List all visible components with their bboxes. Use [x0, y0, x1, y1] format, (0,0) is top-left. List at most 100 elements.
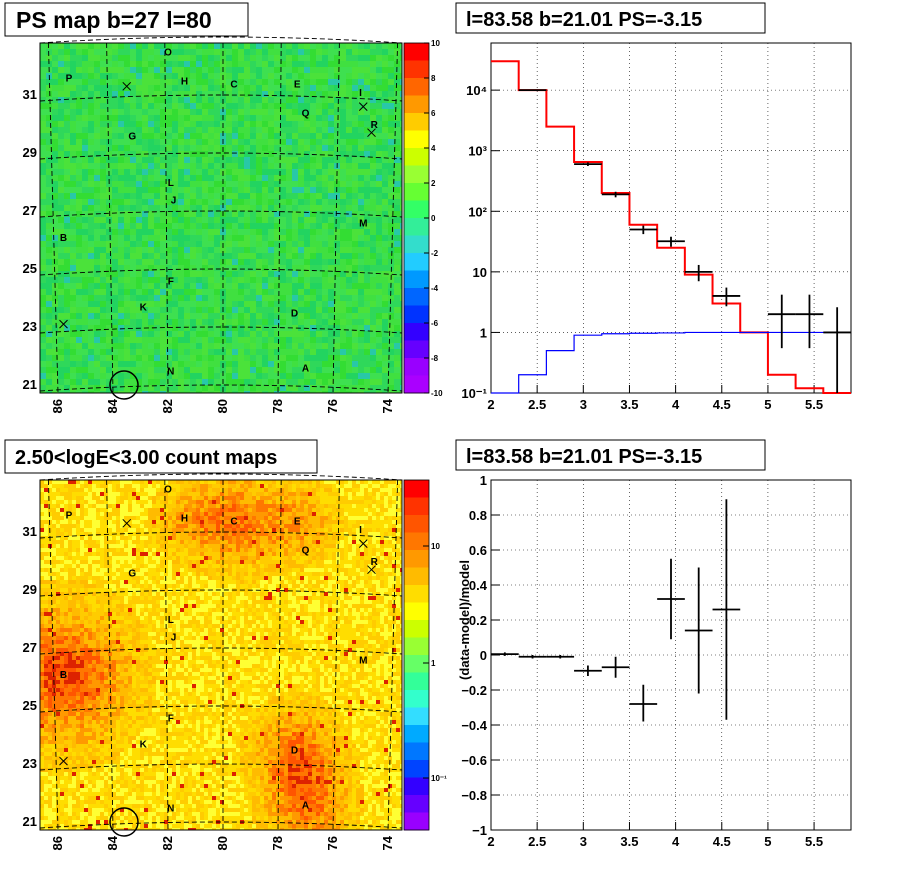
map-pixel	[244, 79, 250, 85]
colorbar-tick-label: 4	[431, 144, 436, 153]
map-pixel	[274, 373, 280, 379]
map-pixel	[178, 349, 184, 355]
map-pixel	[112, 67, 118, 73]
map-pixel	[322, 379, 328, 385]
map-pixel	[118, 91, 124, 97]
map-pixel	[358, 91, 364, 97]
map-pixel	[382, 79, 388, 85]
map-pixel	[94, 307, 100, 313]
map-pixel	[232, 91, 238, 97]
map-pixel	[400, 361, 402, 367]
map-pixel	[250, 169, 256, 175]
map-pixel	[214, 325, 220, 331]
map-pixel	[344, 504, 348, 508]
map-pixel	[272, 492, 276, 496]
map-pixel	[310, 133, 316, 139]
map-pixel	[82, 331, 88, 337]
map-pixel	[160, 484, 164, 488]
map-pixel	[130, 103, 136, 109]
map-pixel	[76, 193, 82, 199]
map-pixel	[322, 67, 328, 73]
graticule-meridian	[47, 42, 59, 394]
map-pixel	[100, 355, 106, 361]
map-pixel	[232, 512, 236, 516]
map-pixel	[208, 223, 214, 229]
map-pixel	[190, 391, 196, 393]
map-pixel	[364, 175, 370, 181]
map-pixel	[382, 67, 388, 73]
map-pixel	[320, 480, 324, 484]
map-pixel	[116, 532, 120, 536]
map-pixel	[148, 151, 154, 157]
map-pixel	[148, 43, 154, 49]
map-pixel	[292, 145, 298, 151]
map-pixel	[154, 157, 160, 163]
map-pixel	[106, 145, 112, 151]
map-pixel	[308, 528, 312, 532]
map-pixel	[388, 127, 394, 133]
map-pixel	[58, 115, 64, 121]
map-pixel	[344, 516, 348, 520]
map-pixel	[322, 79, 328, 85]
map-pixel	[292, 175, 298, 181]
map-pixel	[208, 253, 214, 259]
map-pixel	[56, 484, 60, 488]
map-pixel	[226, 349, 232, 355]
map-pixel	[358, 265, 364, 271]
map-pixel	[154, 187, 160, 193]
map-pixel	[118, 241, 124, 247]
map-pixel	[190, 253, 196, 259]
map-pixel	[142, 253, 148, 259]
map-pixel	[196, 127, 202, 133]
map-pixel	[136, 163, 142, 169]
map-pixel	[88, 175, 94, 181]
map-pixel	[184, 343, 190, 349]
map-pixel	[216, 488, 220, 492]
map-pixel	[256, 235, 262, 241]
map-pixel	[394, 235, 400, 241]
map-pixel	[76, 379, 82, 385]
map-pixel	[136, 355, 142, 361]
map-pixel	[112, 528, 116, 532]
map-pixel	[184, 151, 190, 157]
map-pixel	[166, 61, 172, 67]
map-pixel	[58, 121, 64, 127]
map-pixel	[358, 253, 364, 259]
map-pixel	[352, 223, 358, 229]
map-pixel	[82, 205, 88, 211]
map-pixel	[140, 500, 144, 504]
map-pixel	[394, 145, 400, 151]
map-pixel	[58, 139, 64, 145]
map-pixel	[208, 91, 214, 97]
map-pixel	[310, 217, 316, 223]
map-pixel	[64, 508, 68, 512]
map-pixel	[40, 49, 46, 55]
graticule-parallel	[39, 152, 403, 160]
map-pixel	[166, 91, 172, 97]
source-label: J	[171, 195, 177, 206]
map-pixel	[82, 373, 88, 379]
map-pixel	[310, 67, 316, 73]
map-pixel	[130, 283, 136, 289]
map-pixel	[70, 193, 76, 199]
map-pixel	[106, 205, 112, 211]
map-pixel	[140, 480, 144, 484]
map-pixel	[64, 319, 70, 325]
map-pixel	[70, 283, 76, 289]
map-pixel	[310, 181, 316, 187]
map-pixel	[148, 199, 154, 205]
map-pixel	[130, 265, 136, 271]
map-pixel	[336, 504, 340, 508]
map-pixel	[298, 85, 304, 91]
map-pixel	[156, 516, 160, 520]
map-pixel	[250, 217, 256, 223]
map-pixel	[352, 512, 356, 516]
map-pixel	[128, 492, 132, 496]
map-pixel	[214, 115, 220, 121]
map-pixel	[364, 55, 370, 61]
map-pixel	[322, 157, 328, 163]
map-pixel	[298, 109, 304, 115]
map-pixel	[202, 157, 208, 163]
map-pixel	[226, 265, 232, 271]
map-pixel	[112, 217, 118, 223]
